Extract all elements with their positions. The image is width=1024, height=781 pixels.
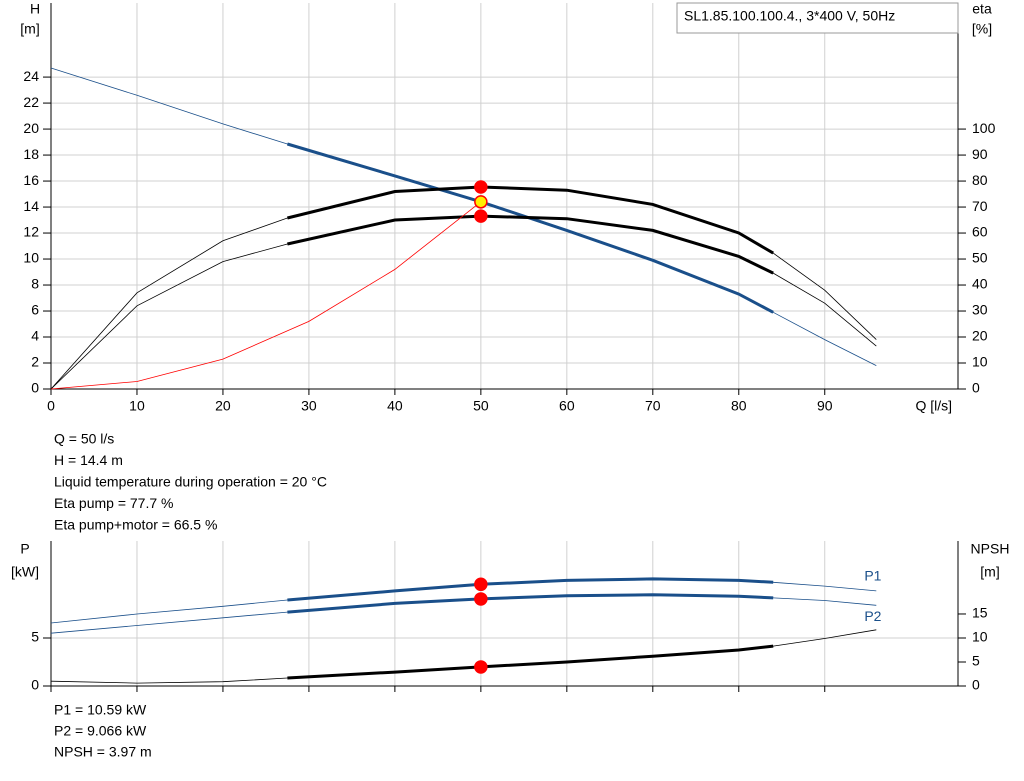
y2-tick-label: 5	[972, 653, 980, 669]
y2-tick-label: 90	[972, 146, 988, 162]
y-tick-label: 6	[31, 302, 39, 318]
info-line: P1 = 10.59 kW	[54, 702, 147, 718]
y-axis-label: [m]	[20, 21, 39, 37]
y-tick-label: 4	[31, 328, 39, 344]
y-tick-label: 2	[31, 354, 39, 370]
x-tick-label: 50	[473, 398, 489, 414]
curve-operating	[287, 185, 774, 255]
x-tick-label: 40	[387, 398, 403, 414]
y-axis-label: [kW]	[11, 564, 39, 580]
y2-tick-label: 10	[972, 354, 988, 370]
y2-tick-label: 40	[972, 276, 988, 292]
info-line: Liquid temperature during operation = 20…	[54, 474, 327, 490]
y2-tick-label: 30	[972, 302, 988, 318]
x-tick-label: 30	[301, 398, 317, 414]
y-axis-label: P	[20, 541, 29, 557]
curve-operating	[287, 644, 774, 680]
y2-axis-label: eta	[972, 1, 992, 17]
duty-point	[474, 180, 488, 194]
y2-tick-label: 0	[972, 677, 980, 693]
y2-tick-label: 80	[972, 172, 988, 188]
y2-axis-label: [%]	[972, 21, 992, 37]
series-label: P2	[864, 608, 881, 624]
y2-axis-label: [m]	[980, 564, 999, 580]
y-tick-label: 16	[23, 172, 39, 188]
y2-tick-label: 50	[972, 250, 988, 266]
info-line: Eta pump+motor = 66.5 %	[54, 517, 217, 533]
x-axis-label: Q [l/s]	[915, 398, 952, 414]
y-tick-label: 24	[23, 68, 39, 84]
curve-operating	[286, 142, 774, 314]
duty-point	[474, 577, 488, 592]
x-tick-label: 0	[47, 398, 55, 414]
y-tick-label: 14	[23, 198, 39, 214]
y2-tick-label: 20	[972, 328, 988, 344]
duty-point	[474, 660, 488, 674]
y-tick-label: 20	[23, 120, 39, 136]
info-line: H = 14.4 m	[54, 452, 123, 468]
chart-title: SL1.85.100.100.4., 3*400 V, 50Hz	[684, 8, 895, 24]
curve-operating	[287, 577, 774, 602]
x-tick-label: 20	[215, 398, 231, 414]
info-line: P2 = 9.066 kW	[54, 723, 147, 739]
x-tick-label: 10	[129, 398, 145, 414]
y2-tick-label: 60	[972, 224, 988, 240]
duty-point	[474, 195, 488, 209]
y-axis-label: H	[30, 1, 40, 17]
duty-point	[474, 209, 488, 223]
y2-tick-label: 15	[972, 605, 988, 621]
x-tick-label: 60	[559, 398, 575, 414]
y-tick-label: 10	[23, 250, 39, 266]
info-line: Eta pump = 77.7 %	[54, 495, 173, 511]
x-tick-label: 80	[731, 398, 747, 414]
y-tick-label: 12	[23, 224, 39, 240]
y2-axis-label: NPSH	[971, 541, 1010, 557]
curve	[50, 201, 482, 390]
duty-point	[474, 592, 488, 606]
curve-operating	[287, 214, 774, 275]
y2-tick-label: 10	[972, 629, 988, 645]
info-line: Q = 50 l/s	[54, 431, 114, 447]
y-tick-label: 0	[31, 380, 39, 396]
x-tick-label: 90	[817, 398, 833, 414]
curve-operating	[287, 593, 774, 614]
series-label: P1	[864, 568, 881, 584]
y-tick-label: 22	[23, 94, 39, 110]
info-line: NPSH = 3.97 m	[54, 744, 152, 760]
y2-tick-label: 100	[972, 120, 996, 136]
y-tick-label: 5	[31, 629, 39, 645]
y-tick-label: 8	[31, 276, 39, 292]
y2-tick-label: 70	[972, 198, 988, 214]
y-tick-label: 18	[23, 146, 39, 162]
x-tick-label: 70	[645, 398, 661, 414]
y-tick-label: 0	[31, 677, 39, 693]
y2-tick-label: 0	[972, 380, 980, 396]
title-box	[676, 2, 959, 34]
